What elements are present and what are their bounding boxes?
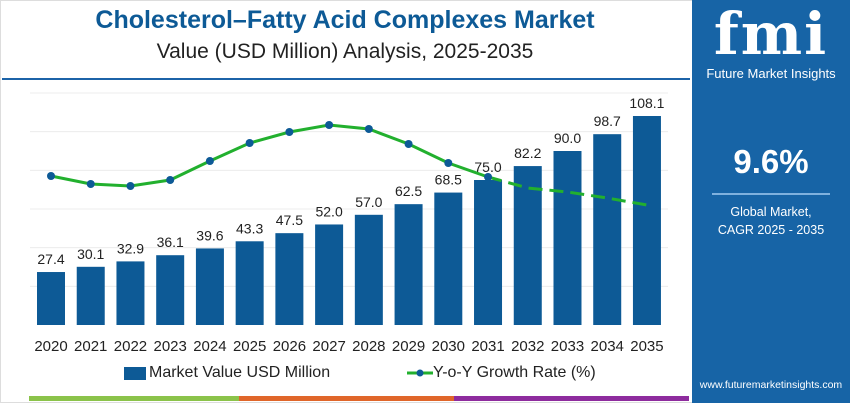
bar-2029 (394, 204, 423, 325)
bar-value-label: 98.7 (594, 113, 621, 129)
bar-2021 (76, 266, 105, 325)
growth-point-2020 (47, 172, 55, 180)
bar-2033 (553, 151, 582, 325)
bar-2024 (195, 248, 224, 325)
bar-value-label: 75.0 (474, 159, 501, 175)
bar-2035 (632, 116, 661, 325)
bar-2026 (275, 233, 304, 325)
sidebar-panel: fmi Future Market Insights 9.6% Global M… (692, 0, 850, 403)
title-divider (2, 78, 690, 80)
bar-2031 (474, 180, 503, 325)
x-tick-label: 2022 (114, 338, 147, 355)
x-tick-label: 2030 (432, 338, 465, 355)
growth-point-2024 (205, 157, 214, 165)
growth-point-2026 (285, 128, 294, 136)
x-tick-label: 2035 (630, 338, 663, 355)
growth-point-2029 (404, 140, 413, 148)
legend-bar-swatch (124, 366, 146, 380)
growth-line-dashed (487, 175, 648, 207)
x-tick-label: 2025 (233, 338, 266, 355)
color-strip-purple (454, 396, 689, 401)
bar-value-label: 108.1 (629, 95, 664, 111)
bar-2022 (116, 261, 145, 325)
bar-2034 (593, 134, 622, 325)
bar-2032 (513, 166, 542, 325)
bar-2023 (156, 255, 185, 325)
legend-label: Y-o-Y Growth Rate (%) (433, 364, 596, 381)
growth-point-2028 (364, 125, 373, 133)
growth-point-2030 (444, 159, 453, 167)
growth-point-2022 (126, 182, 135, 190)
bar-2028 (354, 214, 383, 325)
bar-2030 (434, 192, 463, 325)
x-tick-label: 2031 (471, 338, 504, 355)
growth-point-2023 (166, 176, 175, 184)
bar-value-label: 90.0 (554, 130, 581, 146)
chart-area: 27.4 2020 30.1 2021 32.9 2022 36.1 2023 39.6 2024… (30, 92, 668, 355)
website-link[interactable]: www.futuremarketinsights.com (699, 379, 843, 391)
bar-value-label: 32.9 (117, 240, 144, 256)
x-tick-label: 2028 (352, 338, 385, 355)
x-tick-label: 2027 (312, 338, 345, 355)
growth-line-solid (50, 123, 489, 188)
cagr-divider (712, 193, 830, 195)
brand-name: Future Market Insights (706, 66, 836, 81)
color-strip-orange (239, 396, 454, 401)
chart-title: Cholesterol–Fatty Acid Complexes Market (95, 6, 595, 34)
bar-value-label: 62.5 (395, 183, 422, 199)
fmi-logo: fmi (713, 0, 829, 68)
growth-point-2027 (325, 121, 334, 129)
growth-point-2025 (245, 139, 254, 147)
bar-value-label: 30.1 (77, 246, 104, 262)
x-tick-label: 2020 (34, 338, 67, 355)
bar-value-label: 57.0 (355, 194, 382, 210)
color-strip-green (29, 396, 239, 401)
x-tick-label: 2023 (154, 338, 187, 355)
cagr-value: 9.6% (733, 143, 809, 180)
legend-item-line: Y-o-Y Growth Rate (%) (407, 364, 596, 382)
growth-point-2021 (86, 180, 95, 188)
bar-value-label: 82.2 (514, 145, 541, 161)
bar-2027 (315, 224, 344, 325)
bar-value-label: 39.6 (196, 227, 223, 243)
bar-value-label: 52.0 (315, 203, 342, 219)
legend-line-swatch (407, 369, 433, 377)
cagr-label-2: CAGR 2025 - 2035 (717, 223, 825, 237)
x-tick-label: 2034 (591, 338, 624, 355)
x-tick-label: 2033 (551, 338, 584, 355)
legend-item-bars: Market Value USD Million (124, 364, 330, 382)
x-tick-label: 2026 (273, 338, 306, 355)
bar-value-label: 36.1 (157, 234, 184, 250)
growth-point-2031 (484, 173, 493, 181)
bar-value-label: 43.3 (236, 220, 263, 236)
x-tick-label: 2032 (511, 338, 544, 355)
bar-value-label: 47.5 (276, 212, 303, 228)
x-tick-label: 2029 (392, 338, 425, 355)
bar-2025 (235, 241, 264, 325)
legend-label: Market Value USD Million (149, 364, 331, 381)
chart-subtitle: Value (USD Million) Analysis, 2025-2035 (156, 40, 534, 63)
bar-2020 (37, 272, 65, 325)
x-tick-label: 2024 (193, 338, 226, 355)
cagr-label-1: Global Market, (730, 205, 812, 219)
bar-value-label: 27.4 (37, 251, 64, 267)
x-tick-label: 2021 (74, 338, 107, 355)
bar-value-label: 68.5 (435, 172, 462, 188)
